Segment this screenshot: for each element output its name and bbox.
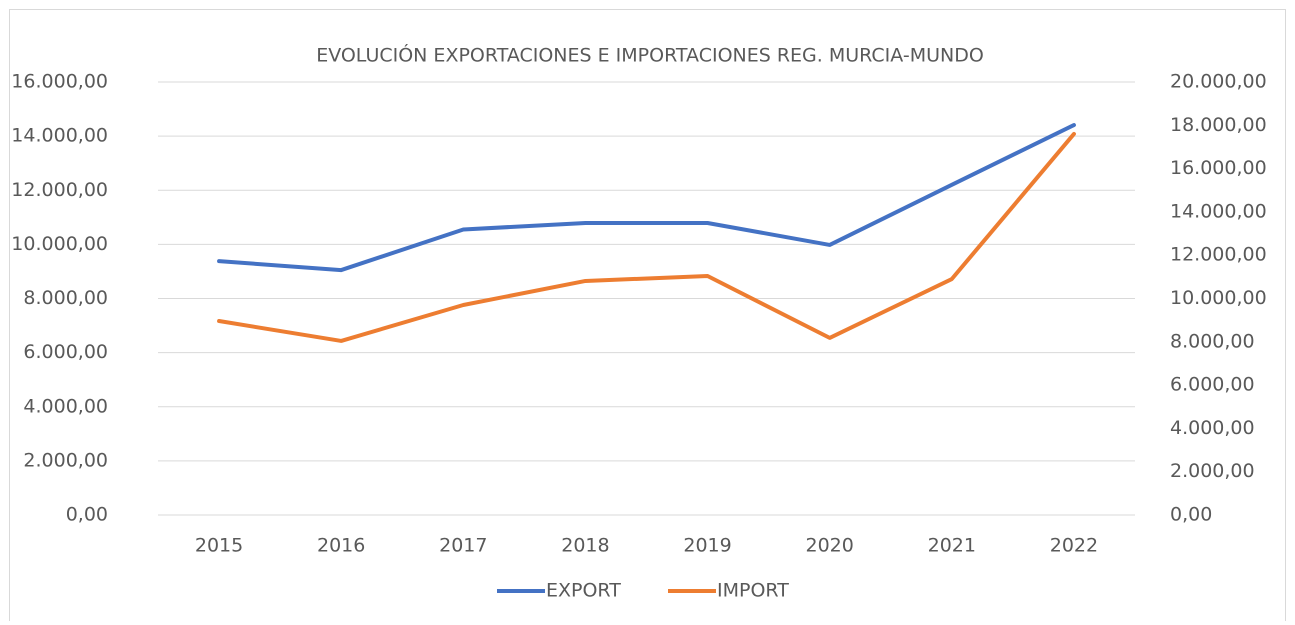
y2-tick-label: 0,00 xyxy=(1170,504,1212,526)
x-tick-label: 2017 xyxy=(439,535,487,557)
y2-tick-label: 12.000,00 xyxy=(1170,244,1267,266)
y2-tick-label: 18.000,00 xyxy=(1170,114,1267,136)
legend-label: EXPORT xyxy=(546,580,621,602)
x-tick-label: 2019 xyxy=(683,535,731,557)
y-tick-label: 2.000,00 xyxy=(23,449,108,471)
y2-tick-label: 10.000,00 xyxy=(1170,287,1267,309)
y-tick-label: 4.000,00 xyxy=(23,395,108,417)
x-tick-label: 2020 xyxy=(806,535,854,557)
chart-frame xyxy=(9,9,1286,625)
y2-tick-label: 2.000,00 xyxy=(1170,460,1255,482)
y2-tick-label: 8.000,00 xyxy=(1170,330,1255,352)
y2-tick-label: 20.000,00 xyxy=(1170,71,1267,93)
y-tick-label: 6.000,00 xyxy=(23,341,108,363)
y2-tick-label: 16.000,00 xyxy=(1170,157,1267,179)
y-tick-label: 12.000,00 xyxy=(11,179,108,201)
x-tick-label: 2018 xyxy=(561,535,609,557)
y-tick-label: 16.000,00 xyxy=(11,71,108,93)
y2-tick-label: 4.000,00 xyxy=(1170,417,1255,439)
legend-label: IMPORT xyxy=(717,580,789,602)
y-tick-label: 14.000,00 xyxy=(11,125,108,147)
line-series xyxy=(217,131,1076,343)
x-tick-label: 2022 xyxy=(1050,535,1098,557)
y2-tick-label: 6.000,00 xyxy=(1170,374,1255,396)
chart-title: EVOLUCIÓN EXPORTACIONES E IMPORTACIONES … xyxy=(316,43,984,67)
y-tick-label: 8.000,00 xyxy=(23,287,108,309)
line-series xyxy=(217,123,1076,273)
y-tick-label: 10.000,00 xyxy=(11,233,108,255)
x-tick-label: 2021 xyxy=(928,535,976,557)
x-tick-label: 2015 xyxy=(195,535,243,557)
y2-tick-label: 14.000,00 xyxy=(1170,200,1267,222)
y-tick-label: 0,00 xyxy=(66,504,108,526)
x-tick-label: 2016 xyxy=(317,535,365,557)
